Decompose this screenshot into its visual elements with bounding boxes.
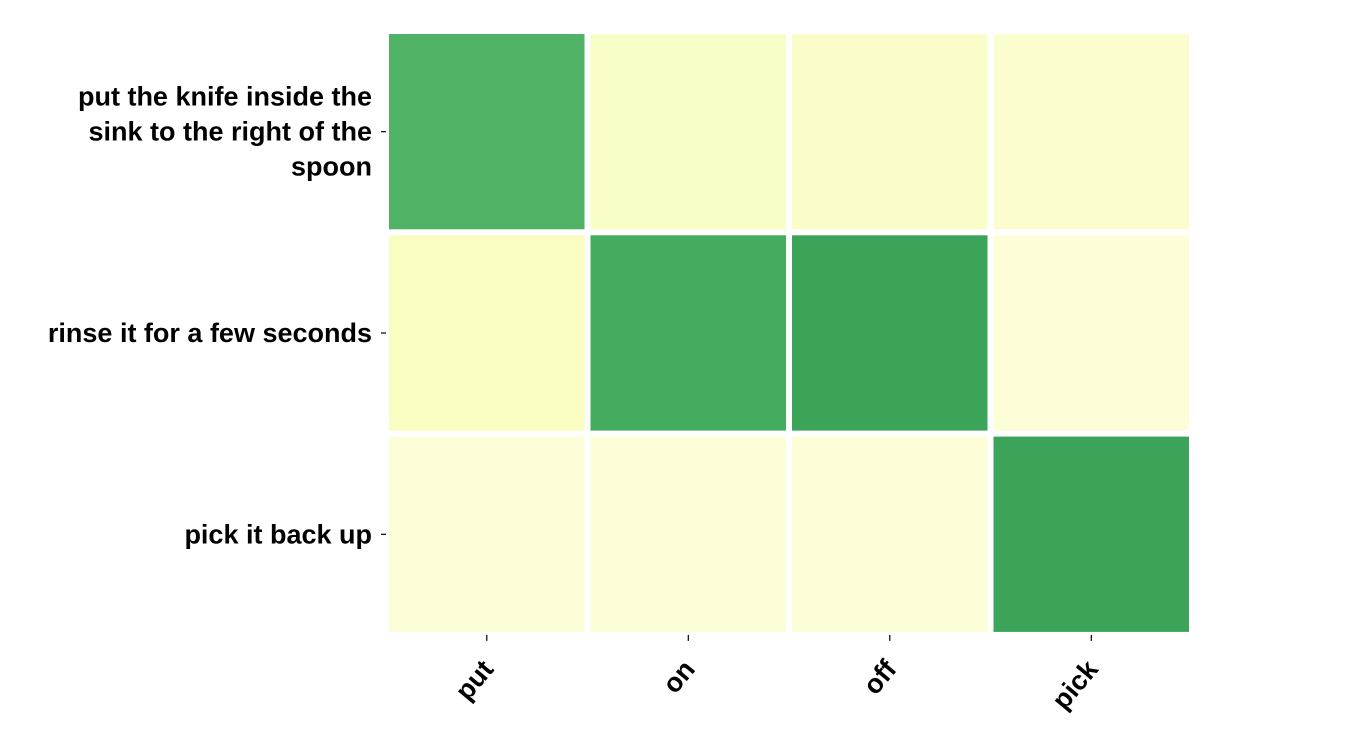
x-tick-label: pick [1046,654,1104,715]
heatmap-cell [590,235,786,431]
heatmap-cell [389,235,585,431]
heatmap-cells [389,34,1189,632]
x-tick-label: put [449,654,499,705]
heatmap-cell [792,34,988,230]
y-tick-label: rinse it for a few seconds [48,318,372,348]
heatmap-cell [590,34,786,230]
heatmap-cell [792,235,988,431]
y-axis: put the knife inside the sink to the righ… [48,82,386,549]
x-tick-label: on [657,654,701,699]
y-tick-label: put the knife inside the sink to the righ… [78,82,372,182]
heatmap-cell [993,34,1189,230]
heatmap-cell [590,436,786,632]
heatmap-cell [389,34,585,230]
heatmap-cell [389,436,585,632]
x-axis: put on off pick [449,634,1105,715]
heatmap-cell [792,436,988,632]
heatmap-cell [993,235,1189,431]
heatmap-cell [993,436,1189,632]
x-tick-label: off [857,654,903,700]
y-tick-label: pick it back up [184,519,372,549]
